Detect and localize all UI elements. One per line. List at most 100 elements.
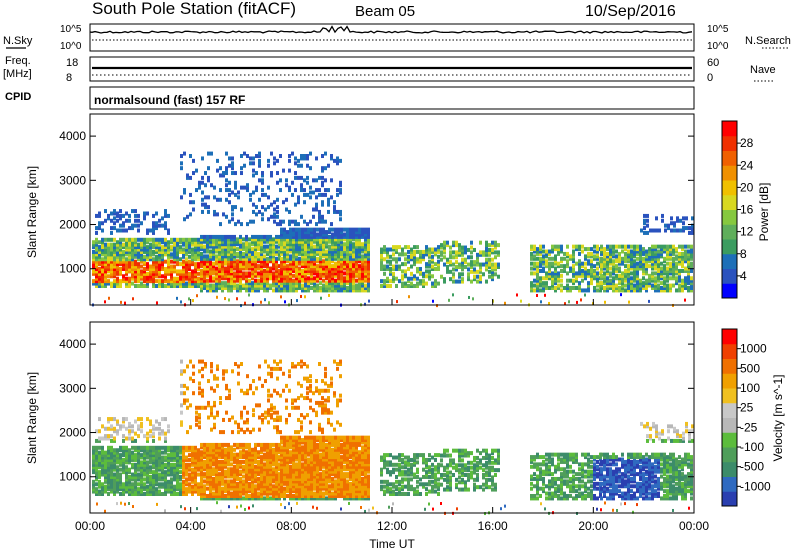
velocity-cell — [185, 489, 188, 494]
velocity-cell — [134, 472, 137, 477]
power-cell — [321, 168, 324, 173]
power-cell — [236, 259, 239, 264]
velocity-cell — [152, 482, 155, 487]
power-cell — [116, 266, 119, 271]
power-cell — [212, 266, 215, 271]
power-cell — [140, 269, 143, 274]
power-cell — [310, 273, 313, 278]
velocity-cell — [280, 467, 283, 472]
velocity-cell — [182, 487, 185, 492]
velocity-cell — [197, 455, 200, 460]
power-cell — [572, 281, 575, 286]
power-cell — [227, 283, 230, 288]
velocity-cell — [119, 491, 122, 496]
velocity-cell — [233, 459, 236, 464]
power-cell — [548, 266, 551, 271]
velocity-cell — [176, 467, 179, 472]
power-cell — [248, 288, 251, 293]
power-cell — [572, 249, 575, 254]
velocity-cell — [119, 487, 122, 492]
power-cell — [119, 249, 122, 254]
power-cell — [263, 278, 266, 283]
power-cell — [624, 276, 627, 281]
power-cell — [675, 266, 678, 271]
power-cell — [194, 266, 197, 271]
power-cell — [294, 175, 297, 180]
power-cell — [313, 285, 316, 290]
power-speckle — [472, 297, 474, 301]
power-cell — [218, 264, 221, 269]
velocity-cell — [239, 476, 242, 481]
velocity-cell — [149, 455, 152, 460]
power-cell — [545, 254, 548, 259]
power-cell — [239, 242, 242, 247]
velocity-cell — [134, 448, 137, 453]
velocity-cell — [239, 450, 242, 455]
velocity-cell — [278, 474, 281, 479]
power-cell — [645, 249, 648, 254]
power-cell — [266, 271, 269, 276]
velocity-cell — [194, 455, 197, 460]
power-cell — [116, 252, 119, 257]
power-cell — [125, 266, 128, 271]
power-cell — [191, 240, 194, 245]
power-cell — [233, 242, 236, 247]
power-cell — [286, 244, 289, 249]
power-cell — [230, 259, 233, 264]
velocity-cell — [292, 440, 295, 445]
power-cell — [230, 261, 233, 266]
power-cell — [307, 256, 310, 261]
power-cell — [485, 267, 488, 272]
power-cell — [209, 256, 212, 261]
power-cell — [245, 247, 248, 252]
velocity-cell — [140, 453, 143, 458]
velocity-cell — [104, 457, 107, 462]
power-cell — [119, 223, 122, 228]
power-cell — [255, 171, 258, 176]
power-cell — [297, 163, 300, 168]
power-cell — [288, 209, 291, 214]
power-cell — [92, 262, 95, 267]
velocity-cell — [230, 469, 233, 474]
power-cell — [306, 156, 309, 161]
velocity-cell — [182, 467, 185, 472]
power-cell — [261, 205, 264, 210]
power-cell — [612, 278, 615, 283]
power-cell — [443, 245, 446, 250]
power-cell — [425, 269, 428, 274]
power-cell — [233, 247, 236, 252]
power-cell — [358, 285, 361, 290]
velocity-cell — [191, 450, 194, 455]
velocity-cell — [188, 462, 191, 467]
velocity-cell — [280, 455, 283, 460]
power-cell — [575, 285, 578, 290]
power-cell — [551, 261, 554, 266]
power-cell — [254, 256, 257, 261]
velocity-cell — [107, 460, 110, 465]
nsky-tick-right-high: 10^5 — [707, 24, 729, 35]
power-cell — [245, 278, 248, 283]
velocity-cell — [295, 493, 298, 498]
power-cell — [383, 247, 386, 252]
power-cell — [206, 247, 209, 252]
power-cell — [304, 283, 307, 288]
power-cell — [227, 256, 230, 261]
power-speckle — [304, 295, 306, 299]
power-speckle — [620, 293, 622, 297]
velocity-cell — [251, 486, 254, 491]
power-cell — [367, 230, 370, 235]
power-cell — [660, 254, 663, 259]
power-cell — [584, 266, 587, 271]
velocity-cell — [188, 489, 191, 494]
power-cell — [110, 281, 113, 286]
power-cell — [209, 244, 212, 249]
velocity-cell — [301, 479, 304, 484]
velocity-cell — [251, 493, 254, 498]
power-cell — [352, 281, 355, 286]
power-cell — [140, 271, 143, 276]
power-cell — [263, 239, 266, 244]
power-cell — [119, 216, 122, 221]
velocity-cell — [278, 445, 281, 450]
power-cell — [636, 278, 639, 283]
power-cell — [630, 261, 633, 266]
